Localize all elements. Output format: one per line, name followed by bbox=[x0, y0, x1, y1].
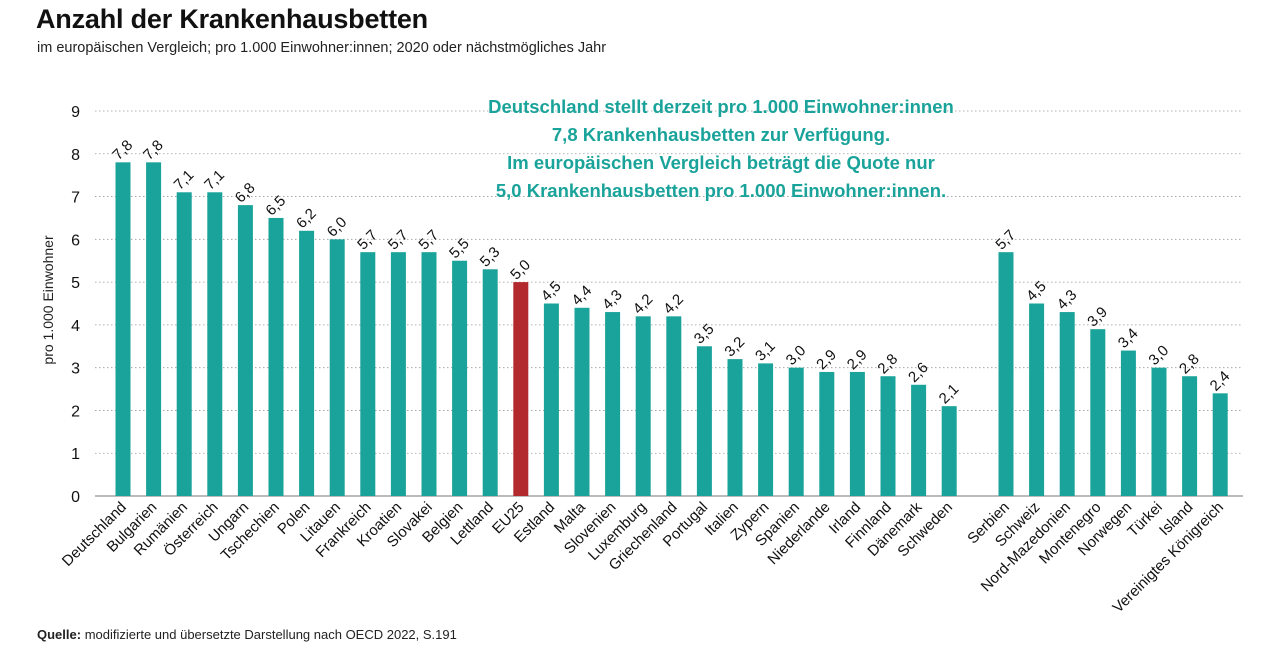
bar-eu25 bbox=[513, 282, 529, 496]
bar-serbien bbox=[998, 252, 1014, 496]
bar-türkei bbox=[1151, 367, 1167, 496]
bar-malta bbox=[574, 307, 590, 496]
annotation-line: Deutschland stellt derzeit pro 1.000 Ein… bbox=[488, 96, 954, 117]
bar-niederlande bbox=[819, 371, 835, 496]
value-label: 5,0 bbox=[507, 257, 534, 284]
value-label: 7,1 bbox=[201, 167, 228, 194]
y-tick-label: 5 bbox=[71, 275, 80, 292]
bar-polen bbox=[299, 230, 315, 496]
y-axis-label: pro 1.000 Einwohner bbox=[40, 235, 56, 365]
bar-lettland bbox=[482, 269, 498, 496]
bar-irland bbox=[849, 371, 865, 496]
bar-litauen bbox=[329, 239, 345, 497]
source-note: Quelle: modifizierte und übersetzte Dars… bbox=[37, 627, 457, 642]
bars bbox=[115, 162, 1228, 497]
value-label: 5,7 bbox=[992, 227, 1019, 254]
bar-luxemburg bbox=[635, 316, 651, 496]
value-label: 7,8 bbox=[109, 137, 136, 164]
value-label: 3,9 bbox=[1084, 304, 1111, 331]
bar-kroatien bbox=[390, 252, 406, 496]
chart-title: Anzahl der Krankenhausbetten bbox=[36, 4, 428, 34]
x-tick-label: Türkei bbox=[1124, 499, 1165, 540]
source-text: modifizierte und übersetzte Darstellung … bbox=[84, 627, 457, 642]
bar-island bbox=[1182, 376, 1198, 496]
bar-estland bbox=[543, 303, 559, 496]
y-tick-label: 1 bbox=[71, 446, 80, 463]
value-label: 2,4 bbox=[1207, 368, 1234, 395]
value-label: 4,2 bbox=[660, 291, 687, 318]
value-label: 6,0 bbox=[324, 214, 351, 241]
annotation-box: Deutschland stellt derzeit pro 1.000 Ein… bbox=[488, 96, 954, 201]
annotation-line: 5,0 Krankenhausbetten pro 1.000 Einwohne… bbox=[496, 180, 946, 201]
bar-montenegro bbox=[1090, 329, 1106, 496]
bar-spanien bbox=[788, 367, 804, 496]
value-label: 2,1 bbox=[936, 381, 963, 408]
bar-dänemark bbox=[911, 384, 927, 496]
value-label: 3,4 bbox=[1115, 325, 1142, 352]
bar-portugal bbox=[696, 346, 712, 496]
value-label: 4,2 bbox=[630, 291, 657, 318]
bar-schweiz bbox=[1029, 303, 1045, 496]
source-label: Quelle: bbox=[37, 627, 82, 642]
bar-vereinigtes-königreich bbox=[1212, 393, 1228, 496]
value-label: 4,5 bbox=[538, 278, 565, 305]
chart-subtitle: im europäischen Vergleich; pro 1.000 Ein… bbox=[37, 40, 607, 56]
bar-slovenien bbox=[605, 312, 621, 496]
value-label: 5,5 bbox=[446, 235, 473, 262]
value-label: 5,7 bbox=[385, 227, 412, 254]
y-tick-label: 2 bbox=[71, 403, 80, 420]
y-tick-label: 0 bbox=[71, 489, 80, 506]
x-axis-labels: DeutschlandBulgarienRumänienÖsterreichUn… bbox=[59, 498, 1227, 616]
value-label: 7,8 bbox=[140, 137, 167, 164]
y-tick-label: 6 bbox=[71, 232, 80, 249]
bar-ungarn bbox=[237, 205, 253, 496]
value-label: 6,5 bbox=[262, 192, 289, 219]
bar-tschechien bbox=[268, 217, 284, 496]
bar-italien bbox=[727, 359, 743, 496]
bar-deutschland bbox=[115, 162, 131, 497]
value-label: 5,3 bbox=[477, 244, 504, 271]
value-label: 5,7 bbox=[415, 227, 442, 254]
value-label: 3,2 bbox=[721, 334, 748, 361]
value-label: 3,0 bbox=[783, 342, 810, 369]
value-label: 4,4 bbox=[568, 282, 595, 309]
value-label: 5,7 bbox=[354, 227, 381, 254]
value-label: 3,0 bbox=[1145, 342, 1172, 369]
y-tick-label: 9 bbox=[71, 104, 80, 121]
value-label: 4,3 bbox=[1054, 286, 1081, 313]
value-label: 2,8 bbox=[874, 351, 901, 378]
value-label: 3,5 bbox=[691, 321, 718, 348]
bar-schweden bbox=[941, 406, 957, 496]
y-tick-label: 7 bbox=[71, 190, 80, 207]
y-tick-label: 8 bbox=[71, 147, 80, 164]
bar-finnland bbox=[880, 376, 896, 496]
annotation-line: 7,8 Krankenhausbetten zur Verfügung. bbox=[552, 124, 890, 145]
value-label: 3,1 bbox=[752, 338, 779, 365]
value-label: 6,8 bbox=[232, 180, 259, 207]
bar-frankreich bbox=[360, 252, 376, 496]
bar-griechenland bbox=[666, 316, 682, 496]
value-label: 2,6 bbox=[905, 359, 932, 386]
bar-österreich bbox=[207, 192, 223, 496]
value-label: 2,8 bbox=[1176, 351, 1203, 378]
value-label: 6,2 bbox=[293, 205, 320, 232]
value-label: 7,1 bbox=[171, 167, 198, 194]
bar-slovakei bbox=[421, 252, 437, 496]
bar-nord-mazedonien bbox=[1059, 312, 1075, 496]
bar-bulgarien bbox=[146, 162, 162, 497]
value-label: 4,3 bbox=[599, 286, 626, 313]
value-label: 2,9 bbox=[844, 346, 871, 373]
value-label: 2,9 bbox=[813, 346, 840, 373]
y-tick-label: 4 bbox=[71, 318, 80, 335]
annotation-line: Im europäischen Vergleich beträgt die Qu… bbox=[507, 152, 935, 173]
bar-rumänien bbox=[176, 192, 192, 496]
y-tick-label: 3 bbox=[71, 361, 80, 378]
bar-zypern bbox=[758, 363, 774, 496]
bar-belgien bbox=[452, 260, 468, 496]
y-axis-ticks: 0 1 2 3 4 5 6 7 8 9 bbox=[71, 104, 80, 506]
bar-norwegen bbox=[1120, 350, 1136, 496]
